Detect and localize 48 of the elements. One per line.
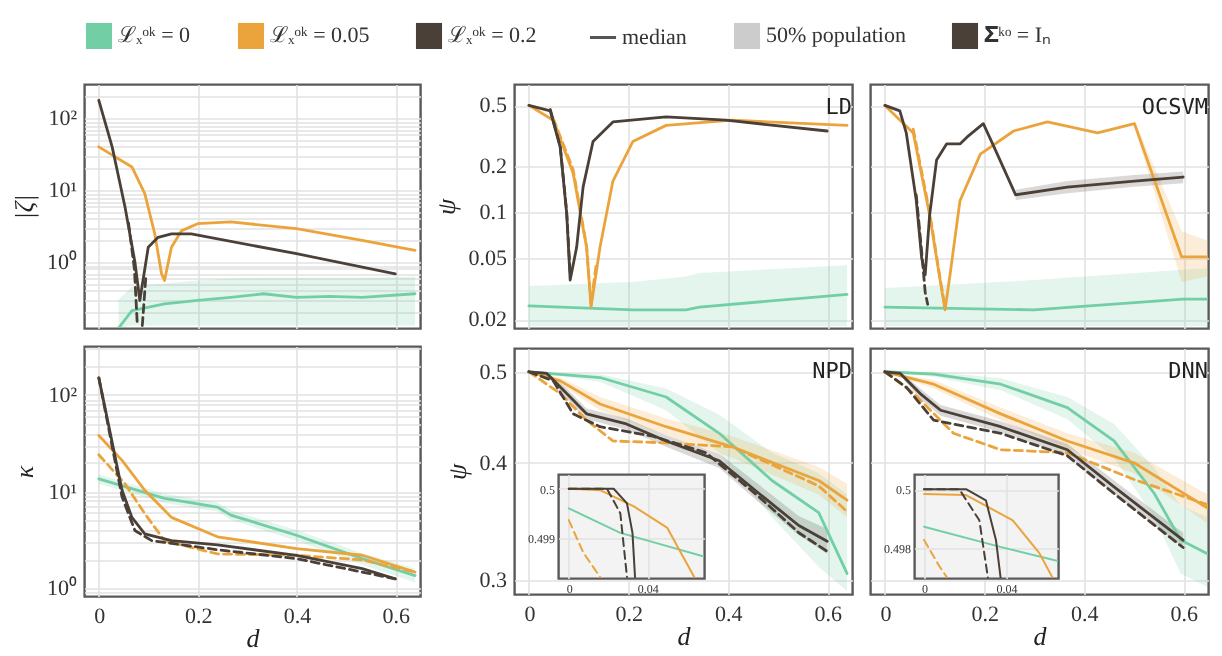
y-axis-title: κ [9, 464, 39, 479]
x-tick-label: 0.4 [283, 605, 313, 629]
x-tick-label: 0 [524, 603, 537, 627]
y-tick-label: 0.5 [479, 360, 508, 385]
y-tick-label: 10² [48, 383, 79, 408]
chart-title: LD [825, 94, 852, 120]
legend-label: ℒₓᵒᵏ = 0 [118, 23, 192, 48]
legend-label: ℒₓᵒᵏ = 0.2 [448, 23, 537, 48]
x-tick-label: 0.6 [814, 603, 843, 627]
x-tick-label: 0.2 [615, 603, 644, 627]
y-tick-label: 0.4 [479, 451, 508, 476]
text: NPD [812, 358, 852, 384]
legend-label: ℒₓᵒᵏ = 0.05 [270, 23, 371, 48]
line-series [97, 145, 417, 282]
x-axis-title: d [677, 621, 692, 651]
y-tick-label: 10¹ [48, 179, 77, 204]
y-tick-label: 0.5 [479, 94, 508, 119]
text: median [622, 25, 688, 50]
x-tick-label: 0 [880, 603, 893, 627]
y-tick-label: 0.05 [468, 247, 508, 272]
y-tick-label: 0.2 [479, 155, 507, 180]
y-axis-title: ψ [430, 197, 461, 216]
x-axis-title: d [1033, 621, 1048, 651]
x-tick-label: 0.2 [971, 603, 1000, 627]
y-tick-label: 10¹ [48, 480, 77, 505]
x-tick-label: 0.2 [184, 605, 213, 629]
x-tick-label: 0.4 [1070, 603, 1100, 627]
text: DNN [1168, 358, 1208, 384]
x-tick-label: 0 [94, 605, 107, 629]
y-tick-label: 0.3 [479, 569, 508, 594]
chart-title: OCSVM [1141, 94, 1209, 120]
x-axis-title: d [246, 623, 261, 653]
y-axis-title: ψ [441, 462, 472, 481]
text: 50% population [766, 23, 907, 48]
y-tick-label: 10⁰ [47, 575, 77, 602]
legend-label: 𝚺ᵏᵒ = Iₙ [984, 23, 1051, 48]
line-series [117, 292, 417, 328]
y-tick-label: 10² [48, 107, 79, 132]
x-tick-label: 0.4 [714, 603, 744, 627]
y-tick-label: 10⁰ [47, 248, 77, 275]
y-tick-label: 0.02 [468, 308, 507, 333]
y-tick-label: 0.1 [479, 201, 507, 226]
line-series [527, 293, 849, 312]
line-series [923, 492, 1054, 578]
line-series [527, 103, 829, 282]
y-axis-title: |ζ| [9, 194, 39, 220]
x-tick-label: 0.6 [1170, 603, 1199, 627]
x-tick-label: 0.6 [382, 605, 412, 629]
